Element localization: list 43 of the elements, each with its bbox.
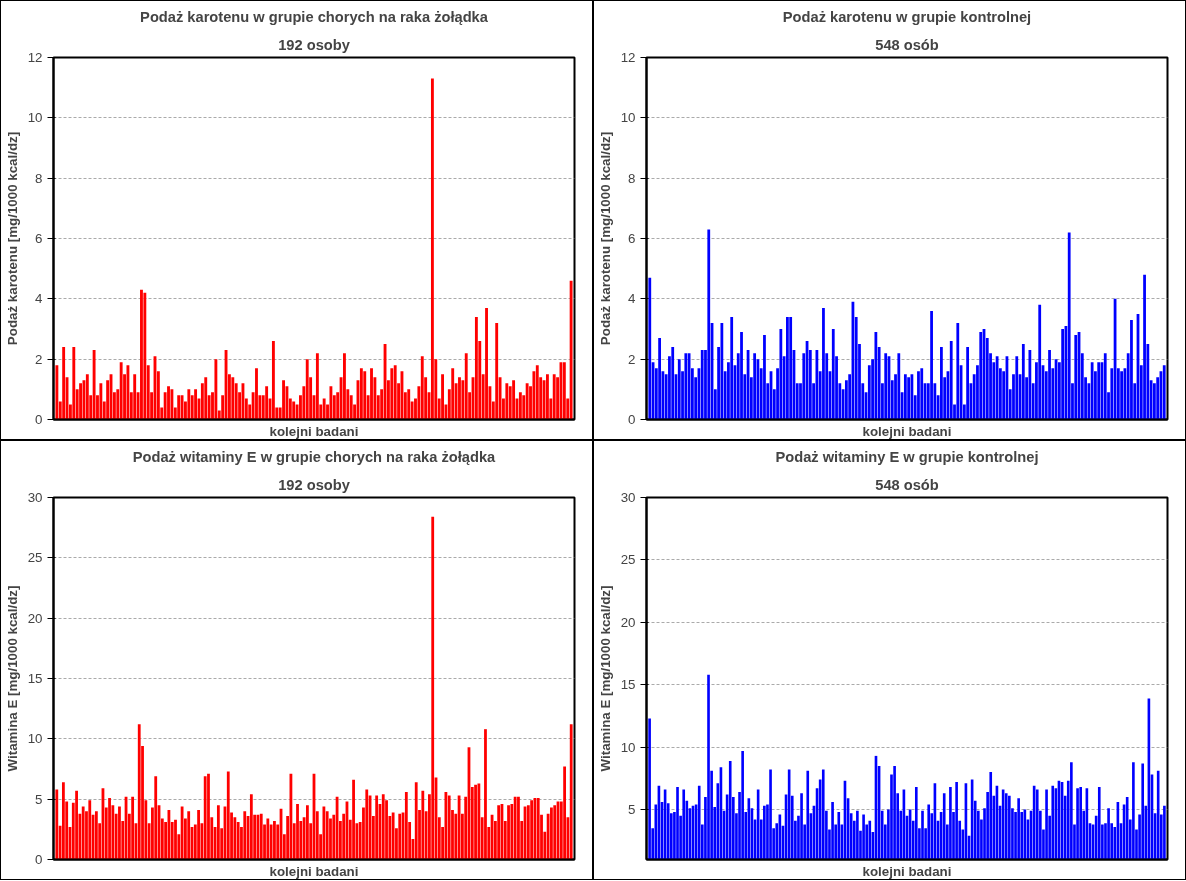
y-tick-label: 12 [620,50,636,65]
y-tick-label: 5 [628,802,636,818]
x-axis-title: kolejni badani [862,423,952,439]
x-axis-title: kolejni badani [269,423,359,439]
y-axis-title: Podaż karotenu [mg/1000 kcal/dz] [597,131,613,346]
y-tick-label: 20 [620,614,636,630]
y-tick-label: 12 [27,50,43,65]
y-tick-label: 30 [27,490,43,505]
x-axis-title: kolejni badani [269,863,359,879]
chart-title: Podaż witaminy E w grupie kontrolnej [775,448,1039,465]
y-tick-label: 4 [628,291,637,307]
chart-title: Podaż karotenu w grupie kontrolnej [782,8,1032,25]
y-tick-label: 10 [620,739,636,755]
y-tick-label: 2 [628,351,636,367]
y-tick-label: 10 [27,731,43,747]
chart-subtitle: 192 osoby [278,36,351,53]
y-tick-label: 4 [35,291,44,307]
y-axis-title: Podaż karotenu [mg/1000 kcal/dz] [4,131,20,346]
y-tick-label: 0 [35,412,43,427]
y-axis-title: Witamina E [mg/1000 kcal/dz] [4,585,20,772]
chart-subtitle: 548 osób [875,36,939,53]
y-tick-label: 0 [35,852,43,867]
y-tick-label: 25 [27,550,43,566]
y-tick-label: 25 [620,552,636,568]
y-tick-label: 15 [620,677,636,693]
y-tick-label: 0 [628,412,636,427]
chart-title: Podaż karotenu w grupie chorych na raka żołądka [140,8,489,25]
y-tick-label: 2 [35,351,43,367]
y-tick-label: 6 [628,231,636,246]
y-tick-label: 15 [27,671,43,686]
x-axis-title: kolejni badani [862,863,952,879]
y-tick-label: 10 [620,110,636,126]
chart-subtitle: 192 osoby [278,476,351,493]
chart-title: Podaż witaminy E w grupie chorych na raka żołądka [132,448,497,465]
y-tick-label: 8 [628,170,636,186]
y-tick-label: 8 [35,170,43,186]
y-axis-title: Witamina E [mg/1000 kcal/dz] [597,585,613,772]
y-tick-label: 10 [27,110,43,126]
y-tick-label: 20 [27,610,43,626]
y-tick-label: 5 [35,791,43,807]
chart-subtitle: 548 osób [875,476,939,493]
y-tick-label: 6 [35,231,43,246]
y-tick-label: 30 [620,490,636,505]
